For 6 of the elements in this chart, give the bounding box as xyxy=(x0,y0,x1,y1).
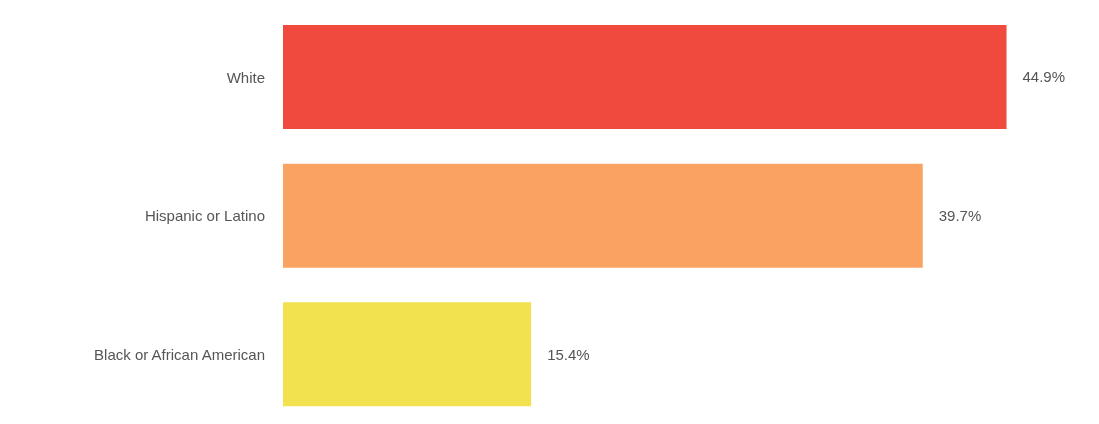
data-label: 15.4% xyxy=(547,345,590,363)
y-tick-label: Hispanic or Latino xyxy=(144,207,265,225)
y-tick-label: White xyxy=(226,68,265,86)
y-tick-label: Black or African American xyxy=(94,345,265,363)
data-label: 39.7% xyxy=(938,206,982,224)
data-label: 44.9% xyxy=(1022,68,1066,86)
